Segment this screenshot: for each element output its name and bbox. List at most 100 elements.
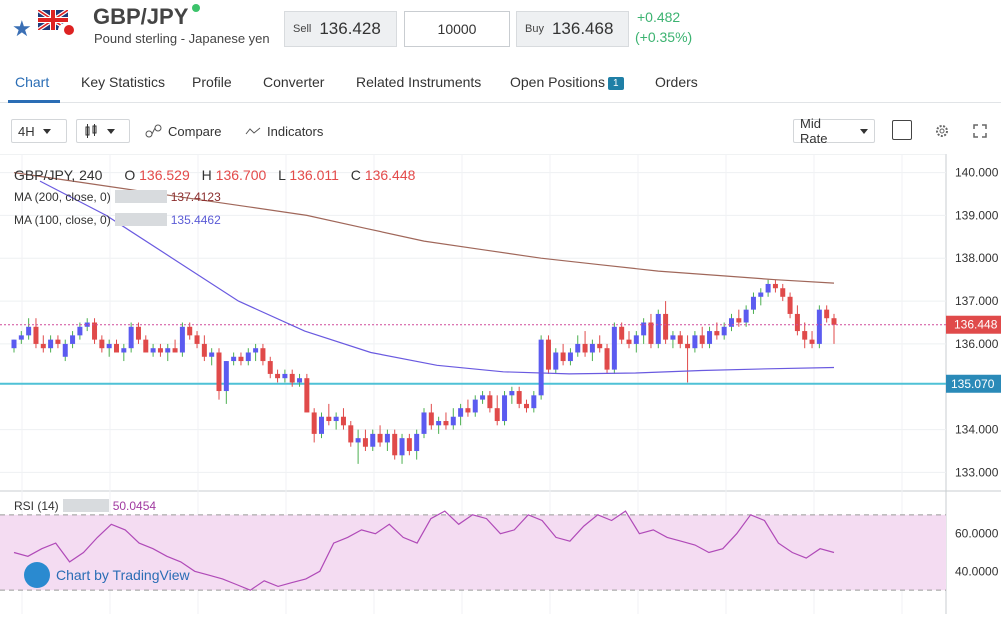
price-chart[interactable]: 140.000 139.000 138.000 137.000 136.000 134.0… [0, 153, 1001, 614]
candle-body [319, 416, 324, 434]
candle-body [99, 339, 105, 349]
chevron-down-icon [107, 128, 115, 134]
candle-body [472, 399, 478, 413]
price-type-select[interactable]: Mid Rate [793, 116, 875, 146]
interval-value: 4H [18, 123, 35, 139]
chevron-down-icon [860, 128, 868, 134]
candle-body [55, 339, 61, 344]
ma100-legend: MA (100, close, 0) 135.4462 [14, 213, 221, 227]
price-tick-label: 140.000 [955, 166, 999, 180]
low-label: L [278, 167, 286, 183]
chart-area[interactable]: 140.000 139.000 138.000 137.000 136.000 134.0… [0, 153, 1001, 614]
candle-body [670, 335, 676, 340]
change-percent: (+0.35%) [635, 29, 693, 45]
buy-price: 136.468 [551, 19, 614, 38]
candle-body [619, 326, 625, 340]
candle-body [216, 352, 222, 392]
candle-body [780, 288, 786, 297]
price-tick-label: 137.000 [955, 294, 999, 308]
live-status-dot [192, 4, 200, 12]
candle-body [406, 438, 412, 452]
candle-body [707, 331, 713, 344]
compare-button[interactable]: Compare [145, 119, 221, 143]
candle-body [267, 361, 273, 374]
fullscreen-button[interactable] [973, 119, 987, 143]
rsi-legend: RSI (14) 50.0454 [14, 499, 156, 513]
candle-body [589, 343, 595, 353]
open-positions-badge: 1 [607, 77, 624, 90]
candle-body [143, 339, 149, 353]
close-label: C [350, 167, 361, 183]
candle-body [465, 408, 471, 413]
quantity-input[interactable]: 10000 [404, 11, 510, 47]
indicators-label: Indicators [267, 123, 324, 139]
pair-title: GBP/JPY [93, 4, 189, 29]
price-tick-label: 133.000 [955, 465, 999, 479]
tradingview-logo-icon [24, 562, 50, 588]
indicators-button[interactable]: Indicators [245, 119, 323, 143]
candle-body [721, 326, 727, 336]
price-type-value: Mid Rate [800, 116, 828, 146]
tab-orders[interactable]: Orders [655, 74, 698, 90]
candle-body [428, 412, 434, 426]
candle-body [304, 378, 310, 413]
candle-body [626, 339, 632, 344]
candle-body [494, 408, 500, 422]
candle-body [150, 348, 156, 353]
candle-body [40, 343, 46, 349]
low-value: 136.011 [289, 167, 339, 183]
candle-body [750, 296, 756, 310]
candle-body [758, 292, 764, 297]
candle-body [502, 395, 508, 422]
gb-flag-icon [38, 10, 68, 30]
rsi-tick-label: 40.0000 [955, 564, 999, 578]
candle-body [201, 343, 207, 357]
buy-button[interactable]: Buy 136.468 [516, 11, 629, 47]
candle-body [685, 343, 691, 349]
indicators-icon [245, 127, 261, 135]
sell-button[interactable]: Sell 136.428 [284, 11, 397, 47]
rsi-label: RSI (14) [14, 499, 59, 513]
candle-body [604, 348, 610, 370]
candle-body [699, 335, 705, 344]
settings-button[interactable] [934, 119, 950, 143]
candle-body [487, 395, 493, 409]
tab-key-statistics[interactable]: Key Statistics [81, 74, 166, 90]
change-absolute: +0.482 [637, 9, 681, 25]
tab-chart[interactable]: Chart [15, 74, 50, 90]
chevron-down-icon [42, 128, 51, 134]
screenshot-button[interactable] [892, 120, 912, 140]
tab-related-instruments[interactable]: Related Instruments [356, 74, 482, 90]
ma100-line [39, 180, 835, 375]
ma100-controls[interactable] [114, 213, 167, 226]
candle-body [553, 352, 559, 370]
candle-body [84, 322, 90, 327]
tradingview-watermark[interactable]: Chart by TradingView [24, 562, 190, 588]
candle-body [128, 326, 134, 349]
favorite-star-icon[interactable]: ★ [12, 16, 32, 41]
candle-body [70, 335, 76, 344]
candle-body [524, 403, 529, 409]
open-label: O [124, 167, 136, 183]
candle-body [831, 318, 837, 325]
candle-body [567, 352, 573, 362]
tab-profile[interactable]: Profile [192, 74, 232, 90]
ma200-controls[interactable] [114, 190, 167, 203]
price-tick-label: 138.000 [955, 251, 999, 265]
hline-price-tag-text: 135.070 [951, 377, 995, 391]
compare-label: Compare [168, 123, 222, 139]
candle-body [816, 309, 822, 344]
candle-body [611, 326, 617, 370]
chart-type-select[interactable] [76, 119, 130, 143]
chart-legend-main: GBP/JPY, 240 O 136.529 H 136.700 L 136.0… [14, 167, 415, 183]
candle-body [421, 412, 427, 434]
candle-body [187, 326, 193, 336]
candle-body [714, 331, 720, 336]
rsi-controls[interactable] [62, 499, 109, 512]
candle-body [450, 416, 456, 426]
interval-select[interactable]: 4H [11, 119, 67, 143]
tab-open-positions[interactable]: Open Positions 1 [510, 74, 624, 90]
tab-converter[interactable]: Converter [263, 74, 325, 90]
candle-body [340, 416, 346, 426]
candle-body [384, 433, 390, 443]
